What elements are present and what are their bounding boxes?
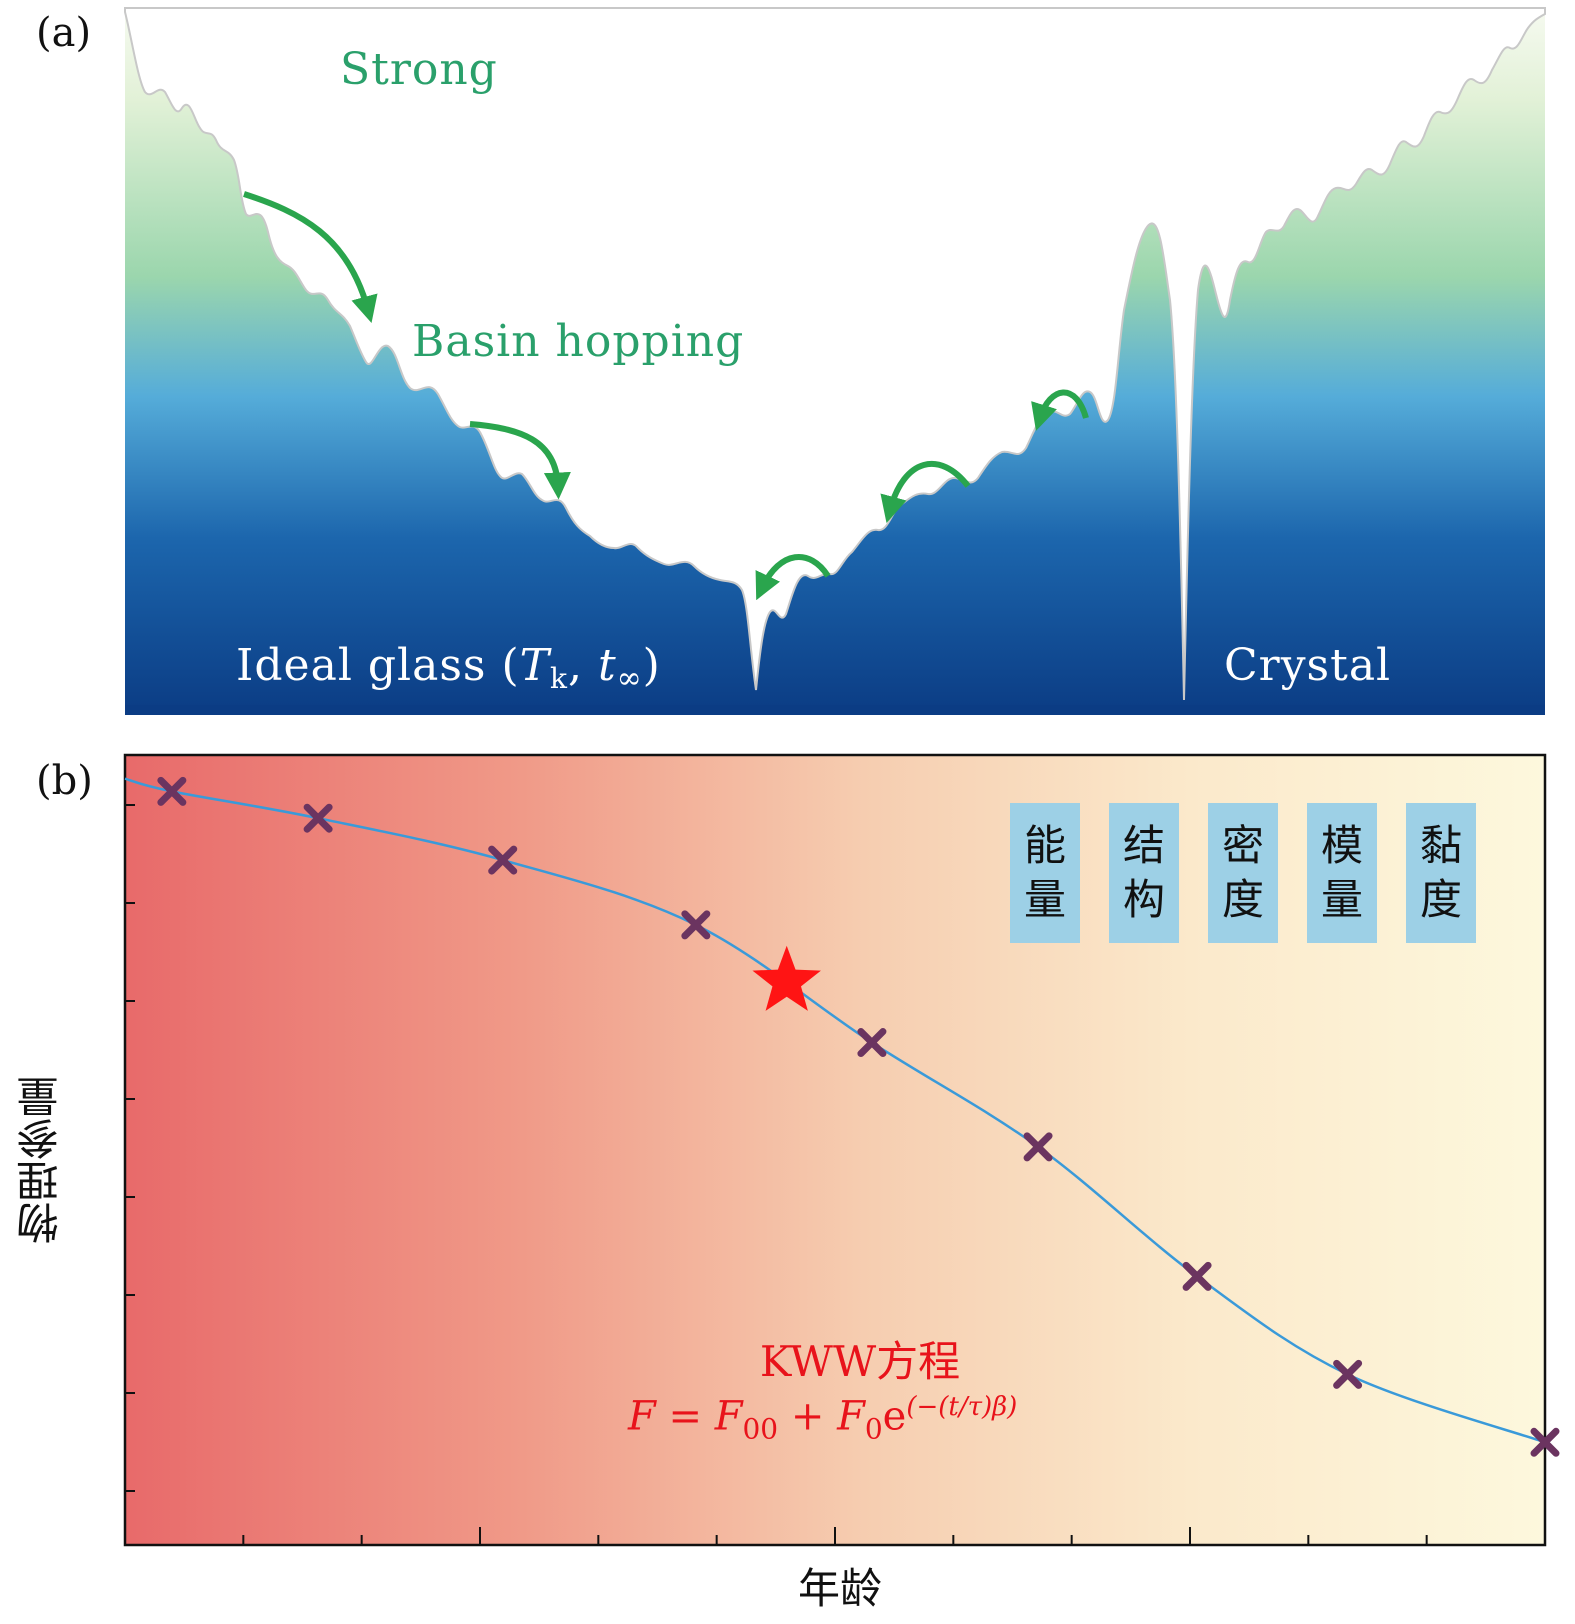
eq-F: F bbox=[628, 1393, 656, 1440]
kww-equation: F = F00 + F0e(−(t/τ)β) bbox=[628, 1392, 1108, 1445]
ideal-glass-label: Ideal glass (Tk, t∞) bbox=[236, 640, 661, 696]
eq-equals: = bbox=[655, 1393, 715, 1440]
property-viscosity: 黏 度 bbox=[1406, 803, 1476, 943]
ideal-glass-suffix: ) bbox=[643, 640, 661, 691]
hop-arrow bbox=[755, 553, 831, 601]
property-char: 能 bbox=[1023, 821, 1066, 870]
basin-hopping-label: Basin hopping bbox=[412, 316, 744, 367]
property-char: 度 bbox=[1221, 875, 1264, 924]
eq-plus: + bbox=[778, 1393, 838, 1440]
eq-e: e bbox=[882, 1393, 907, 1440]
eq-exponent: (−(t/τ)β) bbox=[906, 1392, 1018, 1422]
data-point-marker bbox=[1333, 1359, 1363, 1389]
property-energy: 能 量 bbox=[1010, 803, 1080, 943]
property-char: 度 bbox=[1419, 875, 1462, 924]
ideal-glass-t-sub: ∞ bbox=[617, 661, 643, 696]
property-char: 构 bbox=[1122, 875, 1165, 924]
data-point-marker bbox=[303, 803, 333, 833]
hop-arrow bbox=[880, 460, 971, 524]
property-char: 黏 bbox=[1419, 821, 1462, 870]
hop-arrow bbox=[243, 191, 378, 324]
data-point-marker bbox=[1182, 1261, 1212, 1291]
aging-plot bbox=[123, 753, 1560, 1547]
property-char: 模 bbox=[1320, 821, 1363, 870]
data-point-marker bbox=[488, 845, 518, 875]
property-char: 量 bbox=[1023, 875, 1066, 924]
data-markers bbox=[157, 776, 1560, 1457]
hop-arrow bbox=[469, 421, 571, 500]
property-density: 密 度 bbox=[1208, 803, 1278, 943]
eq-F00-sub: 00 bbox=[742, 1412, 779, 1446]
x-axis-label: 年龄 bbox=[797, 1564, 882, 1613]
ideal-glass-sep: , bbox=[568, 640, 598, 691]
property-char: 结 bbox=[1122, 821, 1165, 870]
eq-F00: F bbox=[714, 1393, 743, 1440]
eq-F0: F bbox=[837, 1393, 865, 1440]
ideal-glass-T-sub: k bbox=[550, 662, 568, 695]
property-char: 密 bbox=[1221, 821, 1264, 870]
ideal-glass-t: t bbox=[598, 640, 617, 691]
data-point-marker bbox=[157, 776, 187, 806]
kww-equation-title: KWW方程 bbox=[759, 1337, 961, 1386]
y-axis-label: 物理参量 bbox=[16, 1076, 65, 1244]
landscape-baseline bbox=[125, 705, 1545, 715]
x-ticks bbox=[242, 1527, 1428, 1545]
basin-hopping-arrows bbox=[243, 191, 1089, 601]
panel-a-label: (a) bbox=[36, 10, 92, 56]
data-point-marker bbox=[1530, 1427, 1560, 1457]
strong-label: Strong bbox=[340, 44, 498, 95]
highlight-star-marker bbox=[752, 945, 821, 1011]
data-point-marker bbox=[1023, 1132, 1053, 1162]
eq-F0-sub: 0 bbox=[864, 1412, 883, 1446]
property-structure: 结 构 bbox=[1109, 803, 1179, 943]
crystal-label: Crystal bbox=[1224, 640, 1391, 691]
panel-b-label: (b) bbox=[36, 758, 93, 804]
y-ticks bbox=[125, 804, 135, 1492]
property-modulus: 模 量 bbox=[1307, 803, 1377, 943]
property-char: 量 bbox=[1320, 875, 1363, 924]
ideal-glass-prefix: Ideal glass ( bbox=[236, 640, 520, 691]
hop-arrow bbox=[1031, 389, 1089, 431]
data-point-marker bbox=[857, 1028, 887, 1058]
energy-landscape bbox=[124, 7, 1546, 715]
ideal-glass-T: T bbox=[520, 640, 553, 691]
data-point-marker bbox=[681, 910, 711, 940]
